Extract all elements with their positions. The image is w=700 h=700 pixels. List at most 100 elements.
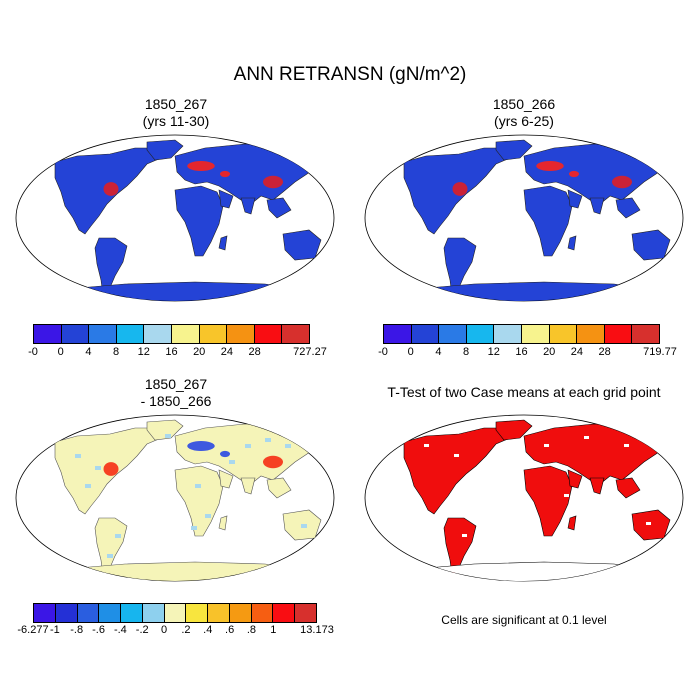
speckle — [95, 466, 101, 470]
colorbar-panel-2 — [383, 324, 660, 344]
colorbar-swatch — [61, 325, 90, 343]
colorbar-swatch — [632, 325, 659, 343]
colorbar-tick-label: 727.27 — [293, 346, 327, 358]
colorbar-swatch — [164, 604, 187, 622]
land-arabia — [567, 469, 583, 489]
colorbar-tick-label: 4 — [85, 346, 92, 358]
hotspot — [263, 455, 283, 469]
speckle — [75, 454, 81, 458]
speckle — [301, 524, 307, 528]
colorbar-tick-label: -.6 — [92, 624, 105, 636]
land-seAsia — [266, 197, 292, 219]
speckle — [265, 438, 271, 442]
colorbar-tick-label: .2 — [181, 624, 191, 636]
colorbar-tick-label: 4 — [435, 346, 442, 358]
land-northAmerica — [403, 427, 515, 515]
speckle — [115, 534, 121, 538]
panel-3-title: 1850_267 - 1850_266 — [16, 376, 336, 410]
colorbar-difference — [33, 603, 317, 623]
colorbar-swatch — [171, 325, 200, 343]
colorbar-swatch — [144, 325, 172, 343]
land-africa — [523, 185, 573, 257]
hotspot — [103, 462, 119, 476]
colorbar-panel-1 — [33, 324, 310, 344]
panel-1-title-line1: 1850_267 — [144, 96, 208, 112]
colorbar-swatch — [251, 604, 274, 622]
colorbar-swatch — [121, 604, 143, 622]
colorbar-tick-label: 20 — [193, 346, 206, 358]
nonsignificant-cell — [474, 470, 479, 473]
land-madagascar — [218, 235, 228, 251]
hotspot — [452, 182, 468, 196]
colorbar-difference-labels: -6.277 -1 -.8 -.6 -.4 -.2 0 .2 .4 .6 .8 1 13.173 — [17, 624, 333, 638]
colorbar-panel-2-labels: -0 0 4 8 12 16 20 24 28 719.77 — [378, 346, 677, 360]
colorbar-tick-label: 1 — [270, 624, 277, 636]
colorbar-swatch — [384, 325, 412, 343]
panel-1-title-line2: (yrs 11-30) — [142, 113, 210, 129]
colorbar-tick-label: 0 — [407, 346, 414, 358]
nonsignificant-cell — [424, 444, 429, 447]
colorbar-tick-label: -.8 — [70, 624, 84, 636]
colorbar-tick-label: 28 — [248, 346, 261, 358]
hotspot — [187, 441, 215, 451]
colorbar-swatch — [34, 325, 62, 343]
land-africa — [174, 465, 224, 537]
colorbar-tick-label: .8 — [246, 624, 257, 636]
land-africa — [523, 465, 573, 537]
colorbar-tick-label: 8 — [113, 346, 120, 358]
colorbar-tick-label: -.4 — [113, 624, 127, 636]
land-madagascar — [218, 515, 228, 531]
speckle — [195, 484, 201, 488]
land-greenland — [495, 139, 533, 161]
colorbar-swatch — [411, 325, 440, 343]
colorbar-tick-label: -6.277 — [17, 624, 49, 636]
speckle — [85, 484, 91, 488]
colorbar-tick-label: 719.77 — [643, 346, 677, 358]
speckle — [205, 514, 211, 518]
colorbar-tick-label: 24 — [220, 346, 234, 358]
colorbar-tick-label: .4 — [203, 624, 213, 636]
map-panel-1850-266 — [364, 134, 684, 302]
colorbar-tick-label: 0 — [161, 624, 168, 636]
map-panel-difference — [15, 414, 335, 582]
colorbar-panel-1-labels: -0 0 4 8 12 16 20 24 28 727.27 — [28, 346, 327, 360]
colorbar-swatch — [208, 604, 230, 622]
hotspot — [103, 182, 119, 196]
nonsignificant-cell — [646, 522, 651, 525]
colorbar-tick-label: -0 — [378, 346, 388, 358]
land-africa — [174, 185, 224, 257]
land-arabia — [218, 469, 234, 489]
land-greenland — [495, 419, 533, 441]
colorbar-tick-label: 12 — [487, 346, 500, 358]
panel-2-title-line1: 1850_266 — [492, 96, 556, 112]
panel-1-title: 1850_267 (yrs 11-30) — [16, 96, 336, 130]
hotspot — [569, 170, 579, 178]
colorbar-swatch — [229, 604, 252, 622]
land-arabia — [567, 189, 583, 209]
colorbar-swatch — [77, 604, 100, 622]
land-seAsia — [266, 477, 292, 499]
colorbar-swatch — [89, 325, 117, 343]
hotspot — [220, 450, 230, 458]
colorbar-tick-label: 20 — [543, 346, 556, 358]
colorbar-tick-label: -0 — [28, 346, 38, 358]
land-seAsia — [615, 477, 641, 499]
colorbar-tick-label: 0 — [57, 346, 64, 358]
panel-4-title: T-Test of two Case means at each grid po… — [354, 384, 694, 401]
colorbar-tick-label: .6 — [225, 624, 235, 636]
colorbar-tick-label: 28 — [598, 346, 611, 358]
nonsignificant-cell — [544, 444, 549, 447]
land-india — [589, 477, 605, 495]
colorbar-tick-label: -.2 — [135, 624, 149, 636]
speckle — [191, 526, 197, 530]
colorbar-swatch — [439, 325, 467, 343]
speckle — [229, 460, 235, 464]
colorbar-tick-label: 8 — [463, 346, 470, 358]
colorbar-swatch — [494, 325, 522, 343]
map-panel-1850-267 — [15, 134, 335, 302]
colorbar-tick-label: 16 — [165, 346, 178, 358]
hotspot — [612, 175, 632, 189]
land-seAsia — [615, 197, 641, 219]
colorbar-tick-label: -1 — [49, 624, 60, 636]
colorbar-swatch — [604, 325, 633, 343]
